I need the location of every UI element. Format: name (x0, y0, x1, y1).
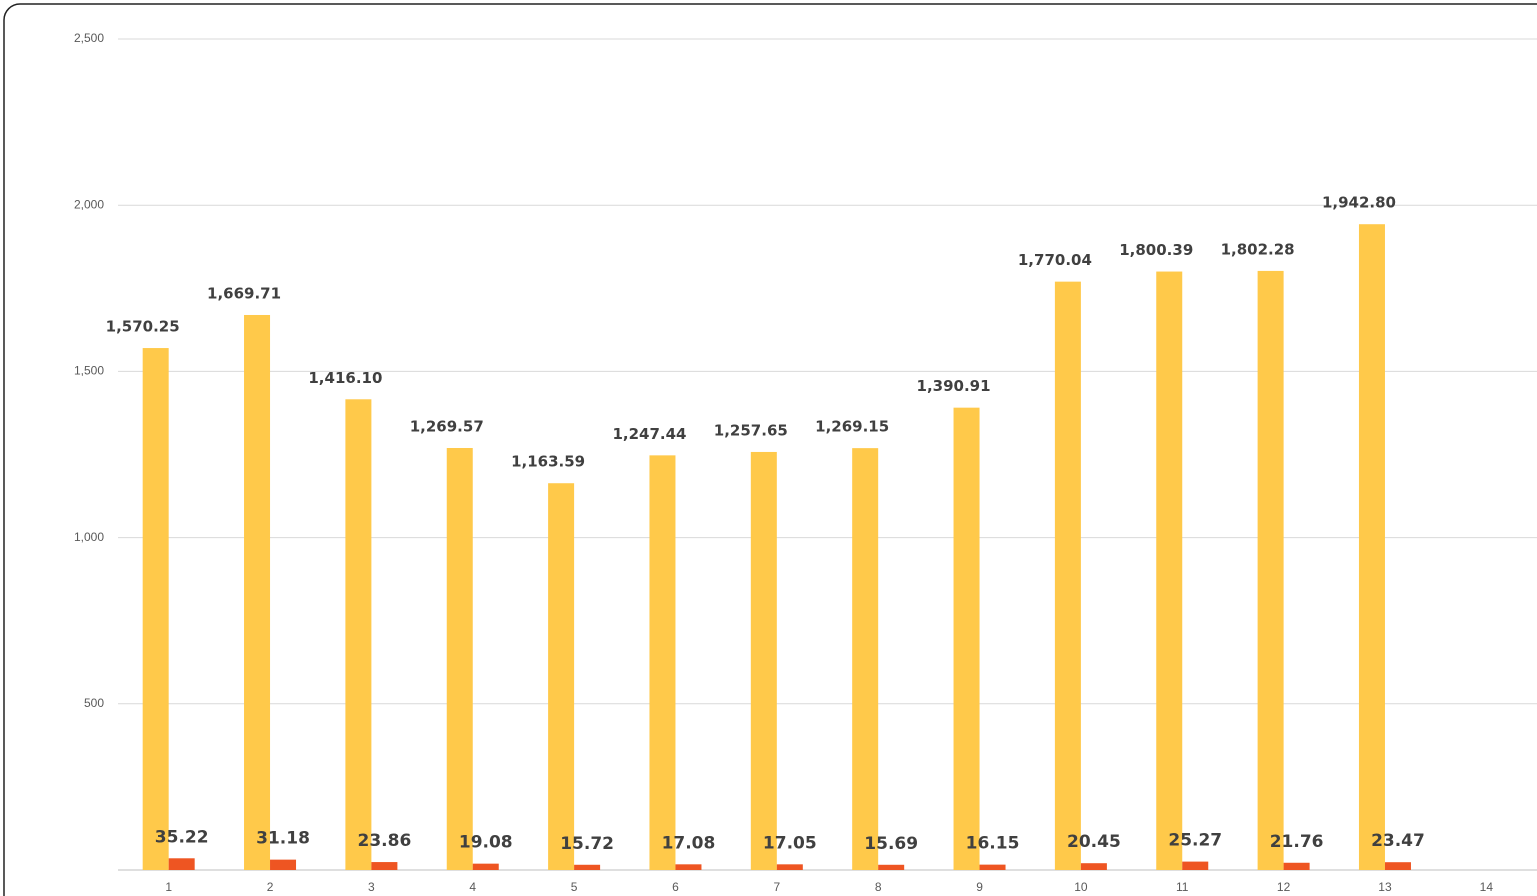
value-label: 21.76 (1270, 832, 1324, 852)
bar (548, 483, 574, 870)
value-label: 16.15 (966, 834, 1020, 854)
value-label: 1,770.04 (1018, 251, 1092, 269)
value-label: 1,163.59 (511, 453, 585, 471)
value-label: 1,247.44 (612, 425, 686, 443)
x-tick-label: 9 (976, 880, 983, 894)
bar (852, 448, 878, 870)
value-label: 20.45 (1067, 832, 1121, 852)
bar (1182, 862, 1208, 870)
value-label: 17.08 (662, 833, 716, 853)
bar (954, 408, 980, 870)
y-tick-label: 1,500 (74, 364, 104, 378)
x-tick-label: 5 (571, 880, 578, 894)
value-label: 1,269.15 (815, 418, 889, 436)
bar (1284, 863, 1310, 870)
y-tick-label: 2,000 (74, 197, 104, 211)
bar (878, 865, 904, 870)
bar (649, 455, 675, 870)
value-label: 23.86 (358, 831, 412, 851)
value-label: 1,390.91 (917, 377, 991, 395)
x-tick-label: 12 (1277, 880, 1291, 894)
value-label: 1,416.10 (308, 369, 382, 387)
value-label: 1,800.39 (1119, 241, 1193, 259)
x-tick-label: 13 (1378, 880, 1392, 894)
bar (1258, 271, 1284, 870)
x-tick-label: 1 (165, 880, 172, 894)
value-label: 31.18 (256, 829, 310, 849)
value-label: 23.47 (1371, 831, 1425, 851)
bar (1359, 224, 1385, 870)
bar (1385, 862, 1411, 870)
value-label: 35.22 (155, 827, 209, 847)
y-tick-label: 500 (84, 696, 104, 710)
x-tick-label: 7 (773, 880, 780, 894)
value-label: 17.05 (763, 833, 817, 853)
bar (675, 864, 701, 870)
y-tick-label: 2,500 (74, 31, 104, 45)
x-tick-label: 14 (1480, 880, 1494, 894)
chart: 500 1,000 1,500 2,000 2,500 1 1,570.25 35.22 2 1,… (0, 0, 1537, 896)
bar (447, 448, 473, 870)
bar (371, 862, 397, 870)
x-tick-label: 10 (1074, 880, 1088, 894)
value-label: 1,802.28 (1221, 240, 1295, 258)
value-label: 1,570.25 (106, 318, 180, 336)
x-tick-label: 2 (267, 880, 274, 894)
bar (270, 860, 296, 870)
x-tick-label: 8 (875, 880, 882, 894)
bar (980, 865, 1006, 870)
value-label: 15.69 (864, 834, 918, 854)
value-label: 15.72 (560, 834, 614, 854)
y-tick-label: 1,000 (74, 530, 104, 544)
x-tick-label: 4 (469, 880, 476, 894)
x-tick-label: 3 (368, 880, 375, 894)
bar (169, 858, 195, 870)
x-tick-label: 11 (1176, 880, 1189, 894)
value-label: 1,669.71 (207, 284, 281, 302)
bar (1156, 272, 1182, 870)
bar (574, 865, 600, 870)
bar (244, 315, 270, 870)
value-label: 19.08 (459, 833, 513, 853)
bar (751, 452, 777, 870)
value-label: 1,269.57 (410, 417, 484, 435)
value-label: 1,942.80 (1322, 194, 1396, 212)
bar (473, 864, 499, 870)
bar (143, 348, 169, 870)
value-label: 1,257.65 (714, 421, 788, 439)
x-tick-label: 6 (672, 880, 679, 894)
bar (777, 864, 803, 870)
bar (1081, 863, 1107, 870)
value-label: 25.27 (1168, 831, 1222, 851)
bar (345, 399, 371, 870)
bar (1055, 282, 1081, 870)
